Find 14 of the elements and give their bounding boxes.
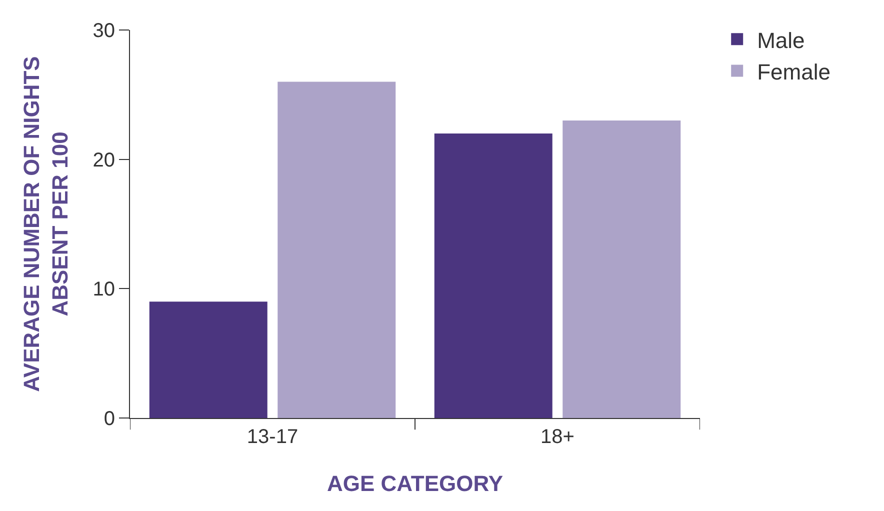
bar [434,133,552,418]
bar [149,302,268,418]
bar [278,82,396,418]
x-axis-title: AGE CATEGORY [326,470,504,496]
y-axis-title: AVERAGE NUMBER OF NIGHTS ABSENT PER 100 [18,56,73,392]
x-tick-label: 13-17 [246,426,298,448]
y-tick-label: 10 [92,278,115,301]
bar [562,120,681,418]
y-tick-label: 30 [92,20,115,42]
legend-label: Male [757,28,805,53]
legend-label: Female [757,59,830,84]
y-tick-label: 20 [92,149,115,172]
x-tick-label: 18+ [540,426,574,448]
y-tick-label: 0 [104,408,115,430]
